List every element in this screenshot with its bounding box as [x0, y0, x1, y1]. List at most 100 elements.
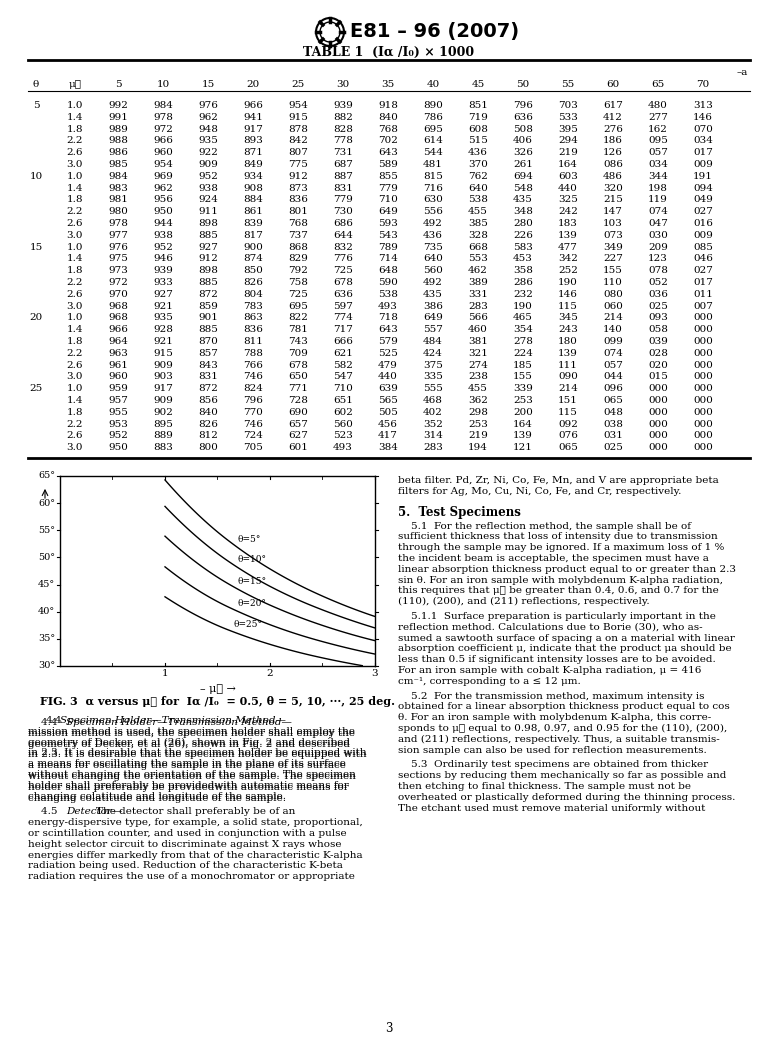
Text: 709: 709: [288, 349, 308, 358]
Text: 3.0: 3.0: [67, 302, 83, 310]
Text: 20: 20: [247, 80, 260, 88]
Text: without changing the orientation of the sample. The specimen: without changing the orientation of the …: [28, 772, 356, 781]
Text: 402: 402: [423, 408, 443, 416]
Text: 139: 139: [513, 431, 533, 440]
Text: 40°: 40°: [38, 607, 55, 616]
Text: E81 – 96 (2007): E81 – 96 (2007): [350, 23, 519, 42]
Text: 901: 901: [198, 313, 218, 323]
Text: 643: 643: [378, 325, 398, 334]
Text: 50: 50: [517, 80, 530, 88]
Text: 058: 058: [648, 325, 668, 334]
Text: 2.2: 2.2: [67, 136, 83, 146]
Text: 801: 801: [288, 207, 308, 217]
Text: 842: 842: [288, 136, 308, 146]
Text: 242: 242: [558, 207, 578, 217]
Text: 35°: 35°: [38, 634, 55, 643]
Text: 046: 046: [693, 254, 713, 263]
Text: 139: 139: [558, 349, 578, 358]
Text: 639: 639: [378, 384, 398, 393]
Text: 095: 095: [648, 136, 668, 146]
Text: 025: 025: [648, 302, 668, 310]
Text: 1.8: 1.8: [67, 266, 83, 275]
Text: 10: 10: [30, 172, 43, 181]
Text: 115: 115: [558, 302, 578, 310]
Text: 583: 583: [513, 243, 533, 252]
Text: 649: 649: [423, 313, 443, 323]
Text: 730: 730: [333, 207, 353, 217]
Text: 614: 614: [423, 136, 443, 146]
Text: 954: 954: [288, 101, 308, 110]
Text: The etchant used must remove material uniformly without: The etchant used must remove material un…: [398, 804, 706, 813]
Text: 938: 938: [198, 183, 218, 193]
Text: 890: 890: [423, 101, 443, 110]
Text: 468: 468: [423, 396, 443, 405]
Text: 455: 455: [468, 207, 488, 217]
Text: 20: 20: [30, 313, 43, 323]
Text: 183: 183: [558, 219, 578, 228]
Text: 952: 952: [108, 431, 128, 440]
Text: 253: 253: [468, 420, 488, 429]
Text: 30°: 30°: [38, 661, 55, 670]
Text: 857: 857: [198, 349, 218, 358]
Text: 440: 440: [558, 183, 578, 193]
Text: 724: 724: [243, 431, 263, 440]
Text: 779: 779: [378, 183, 398, 193]
Text: 934: 934: [243, 172, 263, 181]
Text: 480: 480: [648, 101, 668, 110]
Text: 678: 678: [333, 278, 353, 287]
Text: 885: 885: [198, 231, 218, 239]
Text: 55°: 55°: [38, 526, 55, 535]
Text: 044: 044: [603, 373, 623, 381]
Text: 557: 557: [423, 325, 443, 334]
Text: 812: 812: [198, 431, 218, 440]
Text: the incident beam is acceptable, the specimen must have a: the incident beam is acceptable, the spe…: [398, 554, 709, 563]
Text: 55: 55: [562, 80, 575, 88]
Text: 976: 976: [108, 243, 128, 252]
Text: 863: 863: [243, 313, 263, 323]
Text: 831: 831: [333, 183, 353, 193]
Text: 868: 868: [288, 243, 308, 252]
Text: holder shall preferably be providedwith automatic means for: holder shall preferably be providedwith …: [28, 781, 349, 790]
Text: 352: 352: [423, 420, 443, 429]
Text: 972: 972: [153, 125, 173, 133]
Text: 786: 786: [423, 112, 443, 122]
Text: 909: 909: [153, 396, 173, 405]
Text: 200: 200: [513, 408, 533, 416]
Text: 1.4: 1.4: [67, 183, 83, 193]
Text: 804: 804: [243, 289, 263, 299]
Text: energies differ markedly from that of the characteristic K-alpha: energies differ markedly from that of th…: [28, 850, 363, 860]
Text: 900: 900: [243, 243, 263, 252]
Text: 695: 695: [288, 302, 308, 310]
Text: radiation requires the use of a monochromator or appropriate: radiation requires the use of a monochro…: [28, 872, 355, 881]
Text: 644: 644: [333, 231, 353, 239]
Text: 832: 832: [333, 243, 353, 252]
Text: 743: 743: [288, 337, 308, 346]
Text: 2.2: 2.2: [67, 420, 83, 429]
Text: 800: 800: [198, 443, 218, 452]
Text: 45: 45: [471, 80, 485, 88]
Text: 966: 966: [243, 101, 263, 110]
Text: 412: 412: [603, 112, 623, 122]
Text: 1: 1: [162, 669, 168, 678]
Text: 690: 690: [288, 408, 308, 416]
Text: 678: 678: [288, 360, 308, 370]
Text: 984: 984: [108, 172, 128, 181]
Text: 952: 952: [198, 172, 218, 181]
Text: 342: 342: [558, 254, 578, 263]
Text: 000: 000: [648, 384, 668, 393]
Text: 601: 601: [288, 443, 308, 452]
Text: 826: 826: [198, 420, 218, 429]
Text: 840: 840: [198, 408, 218, 416]
Text: Specimen Holder—Transmission Method—: Specimen Holder—Transmission Method—: [60, 716, 286, 725]
Text: 650: 650: [288, 373, 308, 381]
Text: 944: 944: [153, 219, 173, 228]
Text: 668: 668: [468, 243, 488, 252]
Text: 649: 649: [378, 207, 398, 217]
Text: 579: 579: [378, 337, 398, 346]
Text: 000: 000: [693, 396, 713, 405]
Text: 960: 960: [108, 373, 128, 381]
Text: 017: 017: [693, 148, 713, 157]
Text: 972: 972: [108, 278, 128, 287]
Text: 666: 666: [333, 337, 353, 346]
Text: 389: 389: [468, 278, 488, 287]
